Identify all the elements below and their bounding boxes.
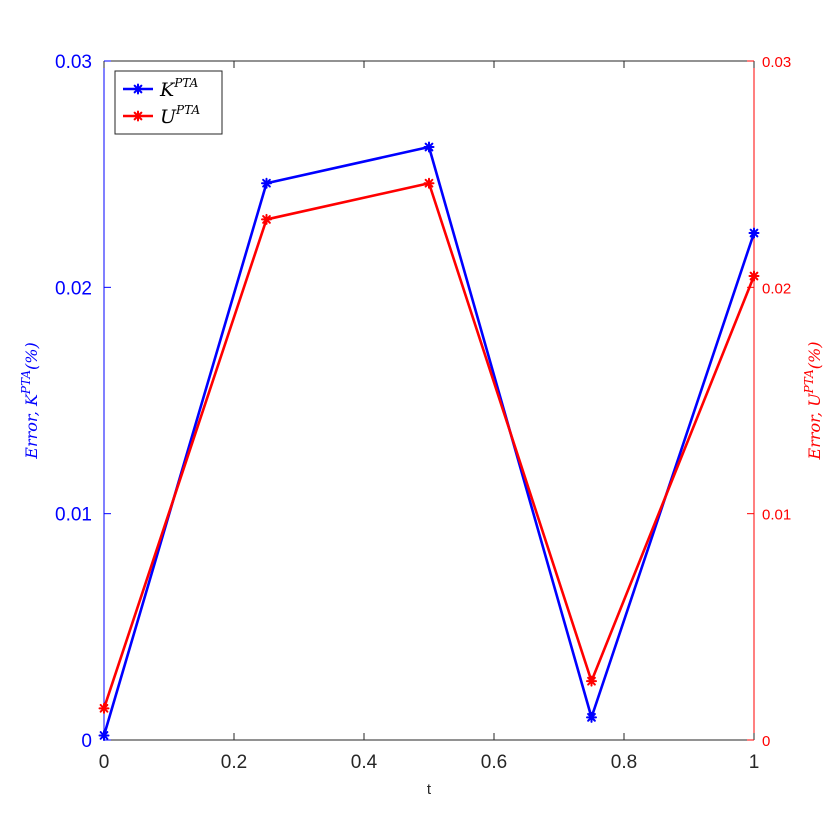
right-y-tick-label: 0.01 bbox=[762, 507, 791, 524]
data-point bbox=[261, 177, 272, 189]
left-y-axis-title: Error, KPTA(%) bbox=[19, 342, 41, 459]
series-line bbox=[102, 145, 756, 736]
data-point bbox=[586, 711, 597, 723]
x-tick-label: 0.2 bbox=[221, 752, 247, 773]
legend-marker bbox=[132, 83, 144, 95]
right-y-axis-title-sup: PTA bbox=[802, 369, 816, 394]
x-tick-label: 0 bbox=[99, 752, 110, 773]
data-point bbox=[423, 141, 435, 153]
left-y-tick-label: 0 bbox=[81, 731, 92, 752]
legend-marker bbox=[132, 110, 144, 122]
left-y-tick-label: 0.01 bbox=[55, 505, 92, 526]
x-axis-title: t bbox=[427, 781, 432, 798]
series-layer bbox=[98, 141, 760, 741]
data-point bbox=[748, 270, 760, 282]
data-point bbox=[98, 729, 110, 741]
legend-label: KPTA bbox=[159, 76, 199, 101]
right-y-tick-label: 0 bbox=[762, 733, 770, 750]
left-y-axis-title-sup: PTA bbox=[19, 370, 33, 395]
x-tick-label: 0.6 bbox=[481, 752, 507, 773]
legend-label: UPTA bbox=[160, 103, 200, 128]
data-point bbox=[423, 177, 435, 189]
data-point bbox=[586, 675, 597, 687]
right-y-tick-label: 0.03 bbox=[762, 54, 791, 71]
right-y-axis-title-suffix: (%) bbox=[805, 342, 824, 370]
x-tick-label: 0.4 bbox=[351, 752, 378, 773]
series-line bbox=[102, 181, 756, 709]
legend-entry-u-pta: UPTA bbox=[123, 103, 200, 128]
left-y-axis-title-main: Error, K bbox=[22, 393, 41, 460]
right-y-axis-title: Error, UPTA(%) bbox=[802, 342, 824, 461]
plot-area bbox=[103, 60, 755, 741]
left-y-axis-title-suffix: (%) bbox=[22, 342, 41, 370]
left-y-tick-label: 0.02 bbox=[55, 278, 92, 299]
right-y-tick-label: 0.02 bbox=[762, 280, 791, 297]
legend-box bbox=[114, 70, 223, 135]
legend-entry-k-pta: KPTA bbox=[123, 76, 199, 101]
data-point bbox=[748, 227, 760, 239]
left-y-tick-label: 0.03 bbox=[55, 52, 92, 73]
right-y-axis-title-main: Error, U bbox=[805, 393, 824, 461]
x-tick-label: 1 bbox=[749, 752, 760, 773]
series-k-pta bbox=[98, 141, 760, 741]
x-tick-label: 0.8 bbox=[611, 752, 637, 773]
data-point bbox=[98, 702, 110, 714]
data-point bbox=[261, 213, 272, 225]
series-u-pta bbox=[98, 177, 760, 714]
